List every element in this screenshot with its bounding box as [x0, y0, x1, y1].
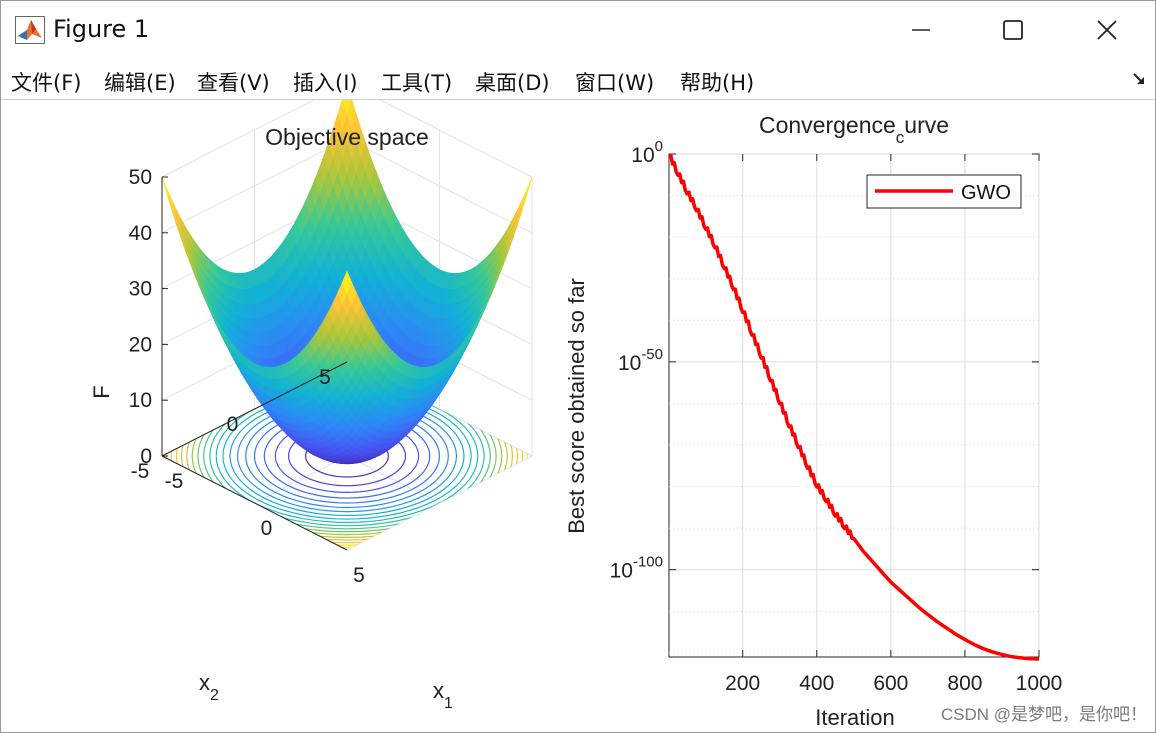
maximize-icon: [1003, 20, 1023, 40]
surface-z-tick: 10: [129, 389, 152, 412]
surface-z-tick: 30: [129, 278, 152, 301]
convergence-grid: [669, 153, 1040, 657]
convergence-title-sub: c: [896, 128, 905, 147]
menu-bar: 文件(F) 编辑(E) 查看(V) 插入(I) 工具(T) 桌面(D) 窗口(W…: [1, 59, 1155, 100]
convergence-lines: [667, 153, 1040, 661]
convergence-x-tick: 400: [799, 672, 834, 695]
surface-y-label-sub: 2: [210, 687, 219, 704]
menu-file[interactable]: 文件(F): [11, 71, 82, 95]
convergence-plot: 100 10-50 10-100 200 400 600 800 1000 Convergen…: [564, 112, 1062, 730]
convergence-y-label: Best score obtained so far: [564, 278, 589, 534]
convergence-title-main: Convergence: [759, 112, 896, 138]
surface-z-label: F: [89, 385, 114, 398]
surface-z-tick: 20: [129, 333, 152, 356]
legend-label-gwo: GWO: [961, 182, 1011, 204]
convergence-y-tick: 10-100: [610, 554, 663, 583]
convergence-x-tick: 600: [873, 672, 908, 695]
convergence-title-rest: urve: [904, 112, 949, 138]
menu-view[interactable]: 查看(V): [197, 71, 270, 95]
menu-window[interactable]: 窗口(W): [575, 71, 655, 95]
close-button[interactable]: [1061, 1, 1153, 59]
matlab-icon: [15, 16, 45, 44]
menu-tools[interactable]: 工具(T): [381, 71, 453, 95]
surface-x-tick: 0: [261, 517, 273, 540]
surface-x-tick: -5: [165, 470, 184, 493]
menu-desktop[interactable]: 桌面(D): [475, 71, 550, 95]
convergence-y-tick: 10-50: [618, 346, 663, 375]
surface-z-tick: 0: [140, 445, 152, 468]
surface-z-tick: 50: [129, 166, 152, 189]
menu-help[interactable]: 帮助(H): [680, 71, 755, 95]
convergence-y-tick: 100: [631, 138, 663, 167]
surface-z-tick: 40: [129, 222, 152, 245]
surface-y-tick: 5: [319, 366, 331, 389]
surface-y-label-main: x: [199, 670, 210, 695]
convergence-axes-box: [668, 153, 1040, 658]
surface-y-tick: 0: [227, 413, 239, 436]
convergence-x-tick: 1000: [1016, 672, 1063, 695]
window-title: Figure 1: [53, 15, 150, 43]
convergence-legend[interactable]: GWO: [866, 174, 1022, 209]
surface-x-label-main: x: [433, 678, 444, 703]
csdn-watermark: CSDN @是梦吧，是你吧！: [941, 705, 1147, 724]
title-bar: Figure 1: [1, 1, 1155, 59]
menu-edit[interactable]: 编辑(E): [104, 71, 176, 95]
convergence-x-label: Iteration: [815, 705, 895, 730]
minimize-icon: [912, 29, 930, 31]
surface-x-label-sub: 1: [444, 695, 453, 712]
maximize-button[interactable]: [967, 1, 1059, 59]
surface-y-label: x2: [199, 670, 219, 704]
surface-x-label: x1: [433, 678, 453, 712]
menu-insert[interactable]: 插入(I): [293, 71, 358, 95]
surface-title: Objective space: [265, 124, 429, 150]
surface-y-tick: -5: [131, 460, 150, 483]
convergence-x-tick: 200: [725, 672, 760, 695]
surface-mesh: [161, 100, 533, 465]
convergence-title: Convergencecurve: [759, 112, 949, 147]
surface-x-tick: 5: [353, 564, 365, 587]
convergence-ticks: 100 10-50 10-100 200 400 600 800 1000: [610, 138, 1063, 695]
convergence-x-tick: 800: [947, 672, 982, 695]
close-icon: [1097, 20, 1117, 40]
dock-arrow-icon[interactable]: [1131, 71, 1147, 87]
series-line-gwo: [667, 153, 1040, 661]
minimize-button[interactable]: [875, 1, 967, 59]
